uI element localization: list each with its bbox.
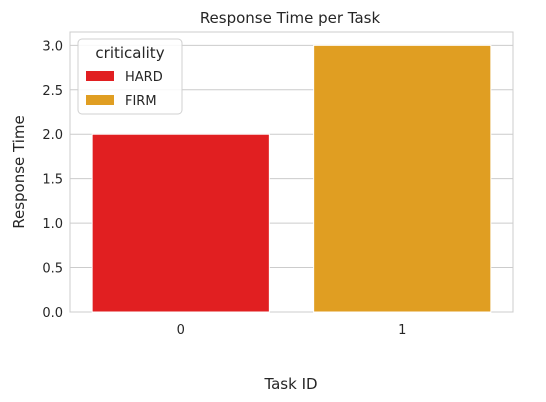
bar-firm: [313, 44, 492, 313]
chart-title: Response Time per Task: [200, 9, 381, 27]
y-tick-label: 2.0: [42, 128, 63, 143]
x-tick-label: 1: [398, 323, 406, 338]
y-tick-label: 1.5: [42, 173, 63, 188]
y-tick-label: 2.5: [42, 84, 63, 99]
legend-label-firm: FIRM: [125, 94, 157, 109]
legend-swatch-firm: [86, 95, 114, 105]
y-tick-label: 0.0: [42, 306, 63, 321]
y-tick-label: 3.0: [42, 39, 63, 54]
plot-area: [69, 31, 514, 313]
y-axis-ticks: 0.0 0.5 1.0 1.5 2.0 2.5 3.0: [42, 39, 63, 321]
legend-swatch-hard: [86, 71, 114, 81]
x-tick-label: 0: [177, 323, 185, 338]
y-tick-label: 0.5: [42, 262, 63, 277]
y-tick-label: 1.0: [42, 217, 63, 232]
legend-label-hard: HARD: [125, 70, 163, 85]
bar-hard: [91, 133, 270, 313]
legend-title: criticality: [95, 44, 164, 62]
bars: [91, 44, 492, 313]
legend: criticality HARD FIRM: [77, 38, 183, 115]
x-axis-label: Task ID: [263, 375, 317, 393]
y-axis-label: Response Time: [10, 115, 28, 229]
